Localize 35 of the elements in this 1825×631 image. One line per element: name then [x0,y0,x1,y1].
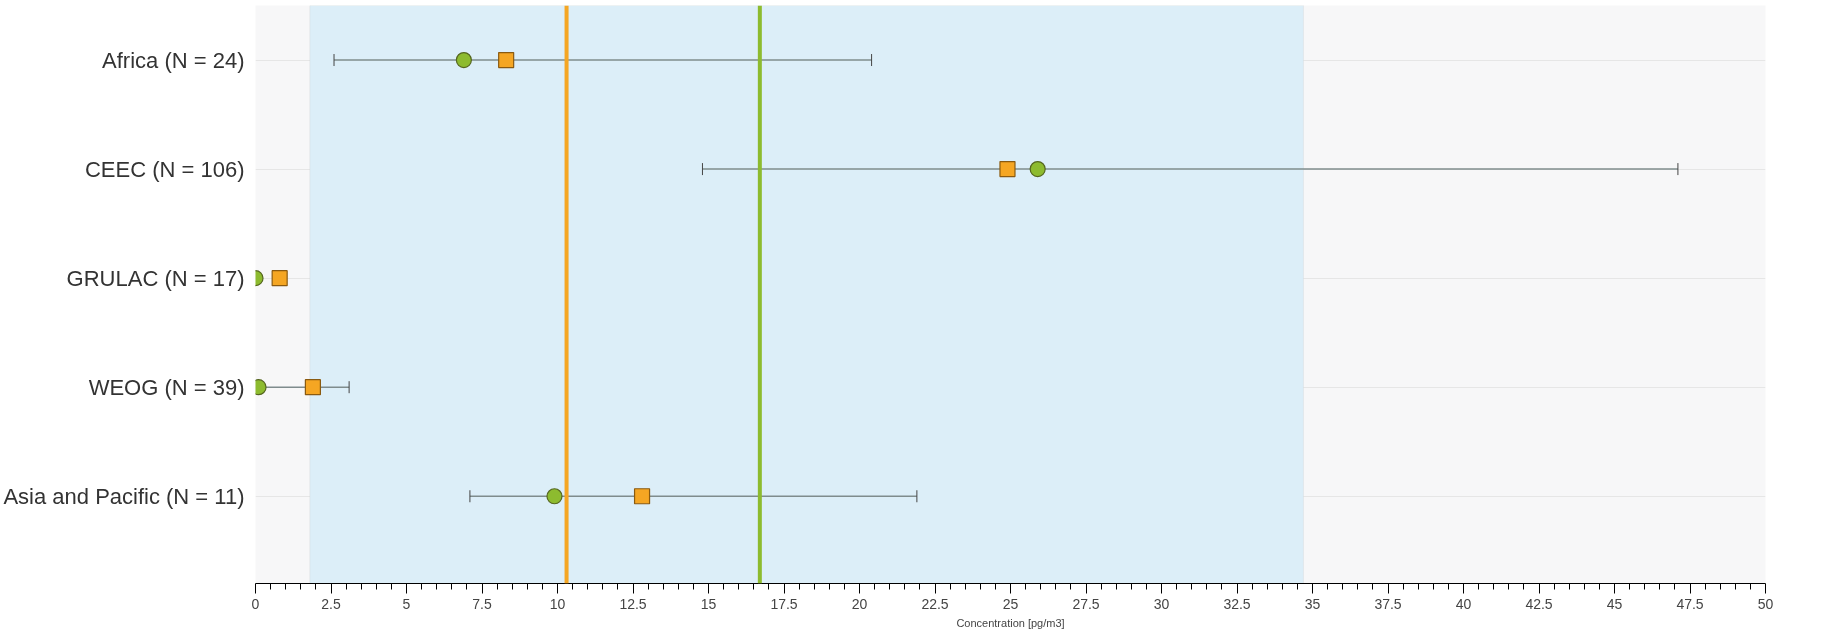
x-tick-label: 42.5 [1525,595,1553,612]
x-tick-label: 2.5 [321,595,341,612]
y-tick-label: GRULAC (N = 17) [66,265,245,291]
x-tick-label: 30 [1153,595,1170,612]
x-tick-label: 47.5 [1676,595,1704,612]
x-tick-label: 20 [851,595,868,612]
x-tick-label: 0 [251,595,260,612]
x-tick-label: 45 [1606,595,1623,612]
x-axis-title: Concentration [pg/m3] [956,616,1065,629]
x-tick-label: 25 [1002,595,1019,612]
x-tick-label: 5 [402,595,411,612]
point [546,488,563,505]
x-tick-label: 40 [1455,595,1472,612]
point [304,379,321,396]
x-tick-label: 35 [1304,595,1321,612]
x-tick-label: 17.5 [770,595,798,612]
y-tick-label: WEOG (N = 39) [88,374,245,400]
point [633,488,651,505]
x-tick-label: 10 [549,595,566,612]
point [1029,161,1046,178]
x-tick-label: 22.5 [921,595,949,612]
y-tick-label: Africa (N = 24) [102,47,245,73]
x-tick-label: 7.5 [472,595,492,612]
x-tick-label: 50 [1757,595,1774,612]
x-tick-label: 37.5 [1374,595,1402,612]
y-tick-label: Asia and Pacific (N = 11) [3,483,245,509]
x-tick-label: 15 [700,595,717,612]
x-tick-label: 27.5 [1072,595,1100,612]
point [271,270,288,287]
x-tick-label: 12.5 [619,595,647,612]
point [999,160,1016,178]
y-tick-label: CEEC (N = 106) [84,156,245,182]
point [498,51,515,69]
x-tick-label: 32.5 [1223,595,1251,612]
point [455,51,472,69]
